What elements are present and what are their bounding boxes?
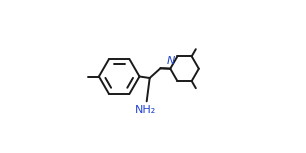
Text: N: N bbox=[166, 56, 175, 66]
Text: NH₂: NH₂ bbox=[135, 105, 157, 115]
